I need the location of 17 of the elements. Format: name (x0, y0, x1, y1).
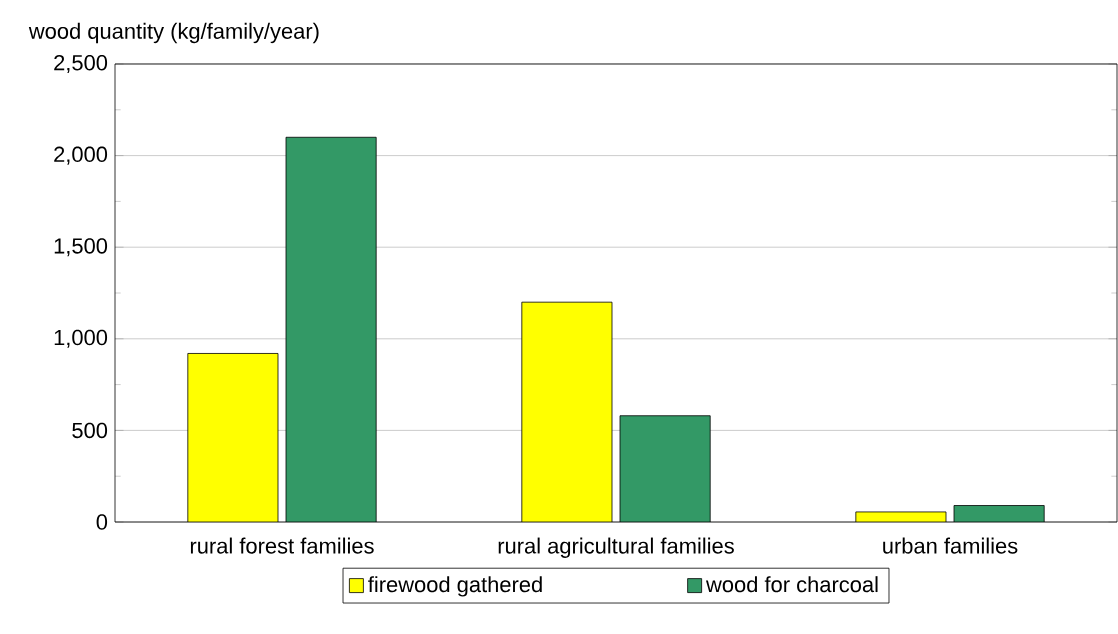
x-tick-label: rural agricultural families (498, 537, 734, 558)
bar (521, 301, 613, 522)
bar (187, 353, 279, 522)
y-tick-label: 1,500 (54, 238, 108, 257)
bar (285, 136, 377, 522)
y-tick-label: 0 (96, 514, 108, 530)
legend-label: firewood gathered (368, 576, 542, 597)
x-tick-label: urban families (883, 537, 1018, 554)
bar (953, 505, 1045, 522)
x-tick-label: rural forest families (190, 537, 374, 554)
bar (619, 415, 711, 522)
y-axis-title: wood quantity (kg/family/year) (28, 22, 319, 44)
legend-label: wood for charcoal (705, 576, 878, 593)
y-tick-label: 1,000 (54, 329, 108, 348)
y-tick-label: 2,500 (54, 54, 108, 74)
y-tick-label: 500 (72, 422, 108, 439)
y-tick-label: 2,000 (54, 146, 108, 165)
